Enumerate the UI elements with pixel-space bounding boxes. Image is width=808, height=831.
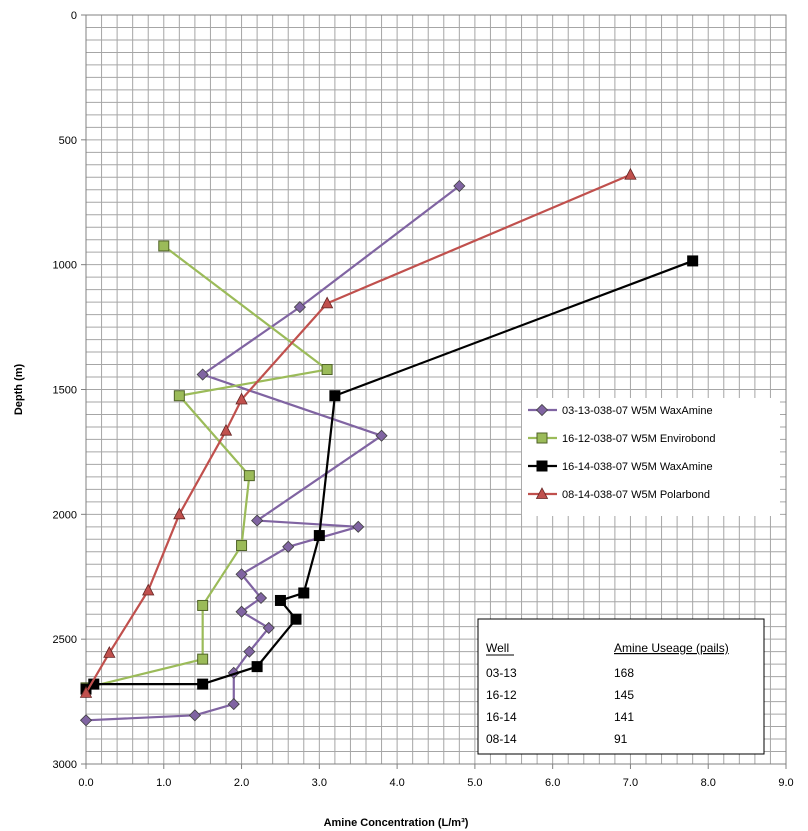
data-point — [188, 709, 201, 722]
data-point — [298, 587, 310, 599]
data-point — [227, 698, 240, 711]
data-point — [235, 605, 248, 618]
y-tick-label: 1500 — [53, 385, 77, 397]
table-box — [477, 618, 765, 755]
x-tick-label: 1.0 — [156, 777, 171, 789]
legend-box — [522, 398, 780, 516]
series-line — [85, 245, 329, 689]
legend-entry: 16-12-038-07 W5M Envirobond — [528, 432, 715, 445]
data-point — [243, 645, 256, 658]
data-point — [282, 540, 295, 553]
table-row: 16-14 141 — [486, 710, 634, 724]
y-tick-label: 2500 — [53, 634, 77, 646]
series-3 — [80, 255, 699, 695]
data-point — [173, 507, 186, 520]
data-point — [235, 568, 248, 581]
data-point — [142, 583, 155, 596]
series-line — [85, 259, 694, 691]
table-row: 08-14 91 — [486, 732, 628, 746]
x-tick-label: 3.0 — [312, 777, 327, 789]
series-group — [79, 167, 699, 727]
series-1 — [79, 179, 466, 727]
data-point — [196, 368, 209, 381]
data-point — [687, 255, 699, 267]
legend: 03-13-038-07 W5M WaxAmine 16-12-038-07 W5… — [522, 398, 780, 516]
series-4 — [79, 167, 637, 698]
table-cell-useage: 168 — [614, 666, 634, 680]
data-point — [197, 678, 209, 690]
data-point — [235, 392, 248, 405]
data-point — [219, 423, 233, 436]
legend-entry: 08-14-038-07 W5M Polarbond — [528, 487, 710, 501]
table-header-useage: Amine Useage (pails) — [614, 641, 729, 655]
table-row: 16-12 145 — [486, 688, 634, 702]
data-point — [375, 429, 388, 442]
data-point — [79, 685, 93, 698]
data-point — [103, 646, 116, 658]
y-tick-label: 500 — [59, 135, 77, 147]
y-tick-label: 1000 — [53, 260, 77, 272]
table-header-well: Well — [486, 641, 509, 655]
data-point — [251, 661, 263, 673]
table-cell-useage: 145 — [614, 688, 634, 702]
data-point — [236, 540, 248, 552]
table-cell-useage: 91 — [614, 732, 628, 746]
legend-label: 16-14-038-07 W5M WaxAmine — [562, 461, 713, 473]
data-point — [158, 240, 170, 252]
table-cell-well: 08-14 — [486, 732, 517, 746]
amine-useage-table: Well Amine Useage (pails) 03-13 168 16-12 145… — [477, 618, 765, 755]
y-tick-label: 3000 — [53, 759, 77, 771]
data-point — [313, 530, 325, 542]
y-tick-label: 2000 — [53, 509, 77, 521]
x-tick-label: 4.0 — [389, 777, 404, 789]
table-row: 03-13 168 — [486, 666, 634, 680]
data-point — [329, 390, 341, 402]
x-tick-label: 7.0 — [623, 777, 638, 789]
legend-marker — [535, 403, 549, 417]
legend-label: 08-14-038-07 W5M Polarbond — [562, 489, 710, 501]
x-tick-label: 6.0 — [545, 777, 560, 789]
data-point — [243, 470, 255, 482]
data-point — [290, 613, 302, 625]
series-line — [85, 173, 631, 694]
table-cell-well: 16-14 — [486, 710, 517, 724]
data-point — [173, 390, 185, 402]
legend-label: 03-13-038-07 W5M WaxAmine — [562, 405, 713, 417]
legend-marker — [536, 460, 548, 472]
series-line — [85, 185, 460, 722]
data-point — [352, 520, 365, 533]
legend-entry: 16-14-038-07 W5M WaxAmine — [528, 460, 713, 473]
data-point — [197, 599, 209, 611]
table-cell-well: 16-12 — [486, 688, 517, 702]
x-tick-label: 0.0 — [78, 777, 93, 789]
y-tick-label: 0 — [71, 10, 77, 22]
data-point — [274, 594, 286, 606]
x-tick-label: 5.0 — [467, 777, 482, 789]
data-point — [321, 364, 333, 376]
data-point — [293, 301, 306, 314]
legend-label: 16-12-038-07 W5M Envirobond — [562, 433, 715, 445]
data-point — [453, 179, 466, 193]
data-point — [254, 591, 268, 605]
legend-marker — [536, 432, 548, 444]
data-point — [624, 167, 637, 180]
y-axis-title: Depth (m) — [13, 364, 25, 416]
table-cell-well: 03-13 — [486, 666, 517, 680]
data-point — [79, 714, 93, 727]
data-point — [197, 653, 209, 665]
data-point — [251, 514, 264, 527]
legend-entry: 03-13-038-07 W5M WaxAmine — [528, 403, 713, 417]
legend-marker — [535, 487, 549, 499]
data-point — [320, 296, 334, 309]
data-point — [262, 621, 275, 634]
x-axis-title: Amine Concentration (L/m³) — [324, 817, 469, 829]
x-tick-label: 2.0 — [234, 777, 249, 789]
table-cell-useage: 141 — [614, 710, 634, 724]
x-tick-label: 9.0 — [778, 777, 793, 789]
x-tick-label: 8.0 — [701, 777, 716, 789]
